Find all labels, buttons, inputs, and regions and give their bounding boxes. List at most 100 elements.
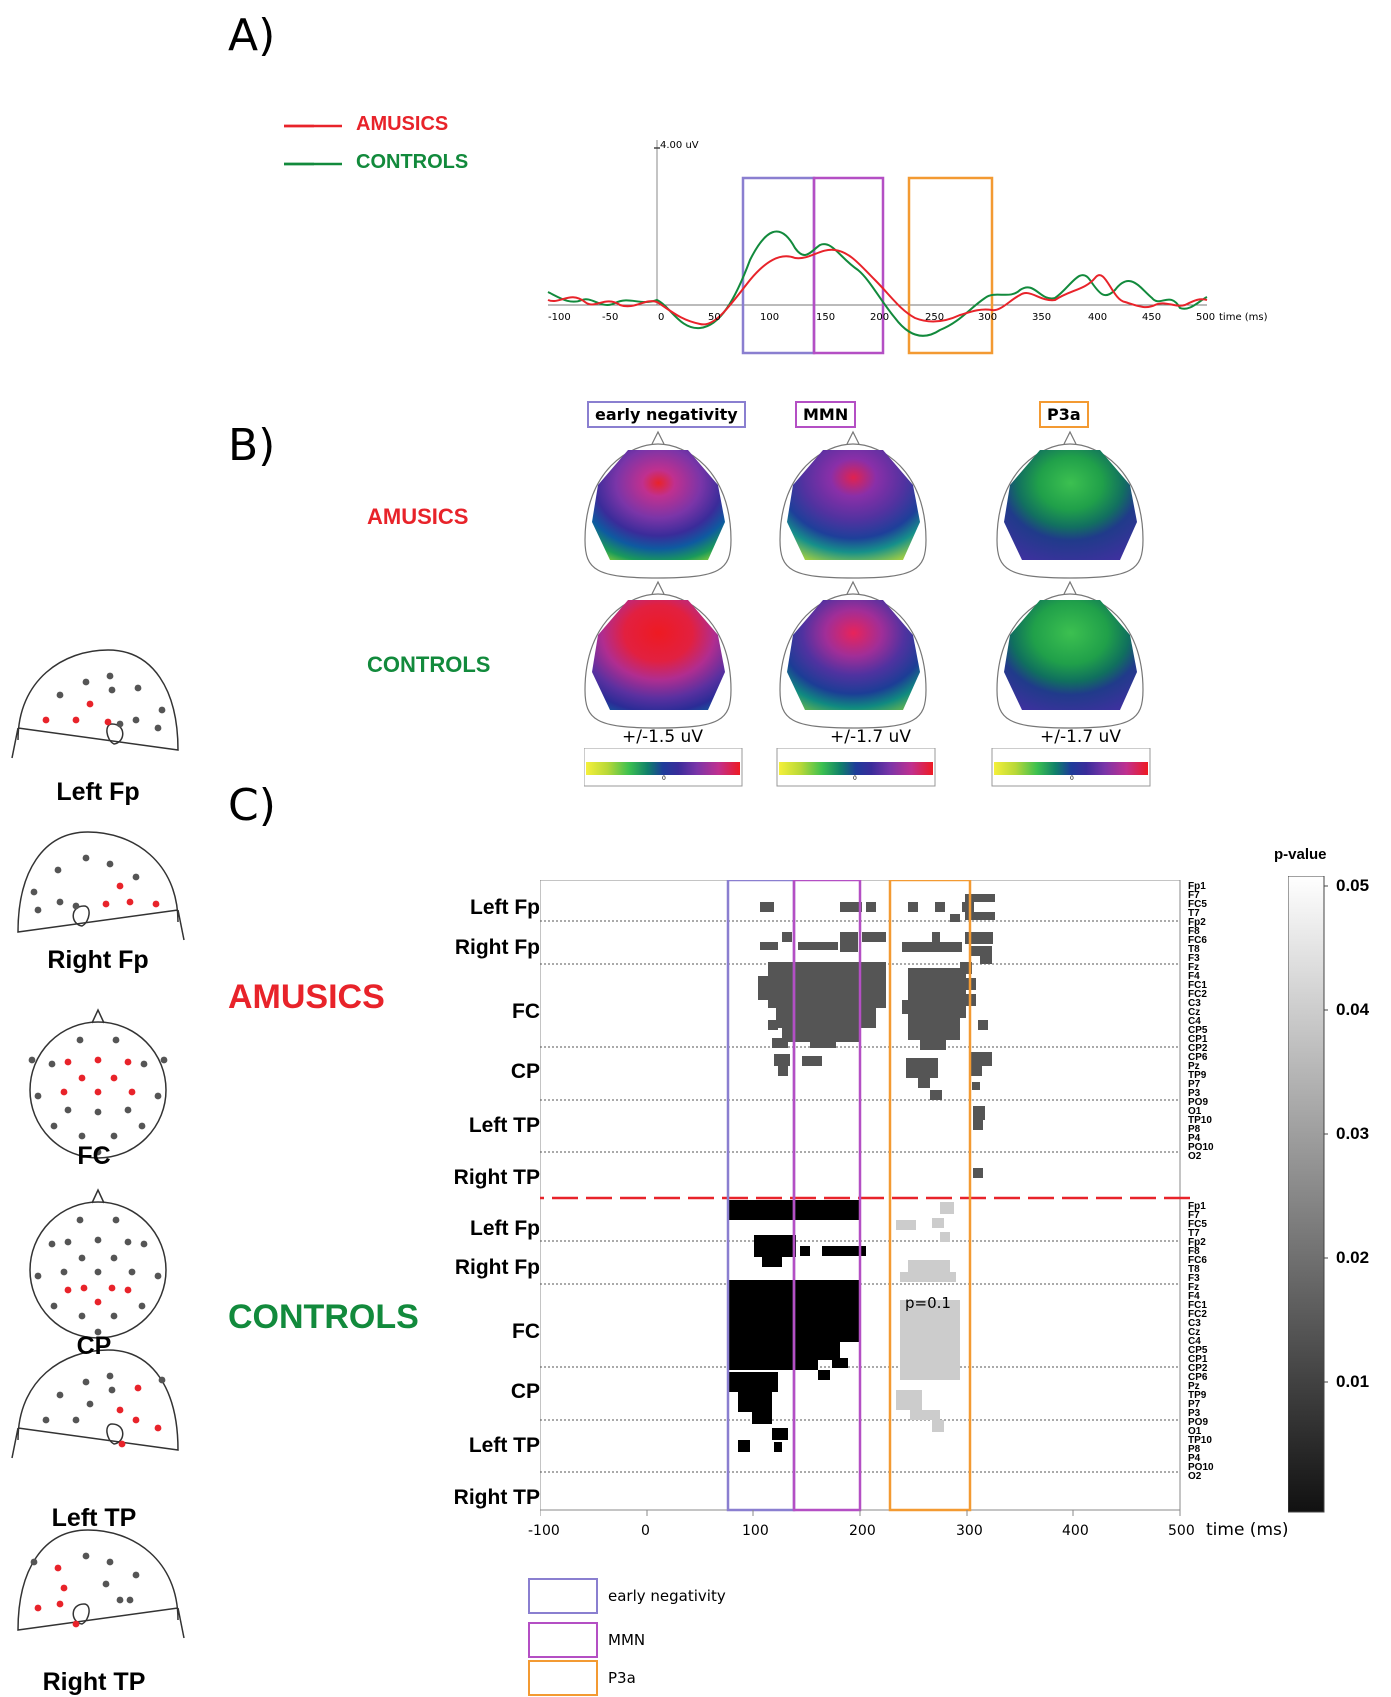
c-ylabel: Left Fp <box>470 896 540 919</box>
wave-amusics <box>547 248 1208 326</box>
erp-box-p3a <box>907 176 994 355</box>
panel-a-letter: A) <box>228 10 276 61</box>
legend-mmn: MMN <box>608 1631 646 1649</box>
c-ylabel: Left TP <box>468 1114 540 1137</box>
topomap-controls-early <box>584 580 732 729</box>
scale-p3a: +/-1.7 uV <box>1040 727 1121 747</box>
c-x-unit: time (ms) <box>1206 1520 1289 1540</box>
head-label: Left Fp <box>56 778 140 806</box>
erp-box-mmn <box>812 176 885 355</box>
legend-p3a: P3a <box>608 1669 636 1687</box>
c-box-mmn <box>792 880 862 1512</box>
colorbar-zero: 0 <box>853 775 857 782</box>
c-xtick: 0 <box>641 1523 650 1539</box>
legend-line-svg <box>284 124 342 166</box>
amusics-significance <box>758 894 995 1178</box>
colorbar-mmn <box>776 748 936 787</box>
c-xtick: 200 <box>849 1523 876 1539</box>
head-label: CP <box>76 1332 112 1360</box>
c-ylabel: Right TP <box>453 1486 540 1509</box>
legend-box-mmn <box>528 1622 598 1658</box>
head-label: Left TP <box>51 1504 137 1532</box>
c-ylabel: FC <box>512 1000 540 1023</box>
c-ylabel: Right Fp <box>454 936 540 959</box>
c-ylabel: FC <box>512 1320 540 1343</box>
head-label: FC <box>77 1142 111 1170</box>
p-tick: 0.02 <box>1336 1248 1370 1267</box>
c-ylabel: Right TP <box>453 1166 540 1189</box>
legend-early-negativity: early negativity <box>608 1587 726 1605</box>
topomap-amusics-mmn <box>779 430 927 579</box>
c-xtick: 400 <box>1062 1523 1089 1539</box>
c-xtick: 500 <box>1168 1523 1195 1539</box>
c-box-p3a <box>888 880 972 1512</box>
label-p3a: P3a <box>1039 401 1089 428</box>
panel-c-letter: C) <box>228 780 276 831</box>
erp-x-ticks: -100 -50 0 50 100 150 200 250 300 350 40… <box>548 312 1288 328</box>
p-tick: 0.01 <box>1336 1372 1370 1391</box>
erp-tick: 50 <box>708 312 721 323</box>
erp-amp-label: 4.00 uV <box>660 140 699 151</box>
head-diagrams <box>11 649 185 1639</box>
p-tick: 0.03 <box>1336 1124 1370 1143</box>
p-colorbar <box>1288 876 1328 1513</box>
topomap-controls-mmn <box>779 580 927 729</box>
erp-x-unit: time (ms) <box>1219 312 1268 323</box>
electrode-labels-controls: Fp1 F7 FC5 T7 Fp2 F8 FC6 T8 F3 Fz F4 FC1 FC2 C3 Cz C4… <box>1188 1201 1214 1482</box>
wave-controls <box>547 230 1208 337</box>
erp-tick: 450 <box>1142 312 1162 323</box>
topomaps <box>584 430 1144 729</box>
colorbar-p3a <box>991 748 1151 787</box>
erp-tick: 250 <box>925 312 945 323</box>
c-controls-label: CONTROLS <box>228 1298 419 1336</box>
topo-colorbars <box>584 748 1151 787</box>
c-xtick: 300 <box>956 1523 983 1539</box>
controls-trend <box>896 1202 960 1432</box>
electrode-labels-amusics: Fp1 F7 FC5 T7 Fp2 F8 FC6 T8 F3 Fz F4 FC1 FC2 C3 Cz C4… <box>1188 881 1214 1162</box>
legend-box-p3a <box>528 1660 598 1696</box>
p-tick: 0.04 <box>1336 1000 1370 1019</box>
legend-box-early-negativity <box>528 1578 598 1614</box>
erp-tick: 200 <box>870 312 890 323</box>
erp-tick: 150 <box>816 312 836 323</box>
colorbar-zero: 0 <box>1070 775 1074 782</box>
c-xtick: -100 <box>528 1523 560 1539</box>
erp-tick: 300 <box>978 312 998 323</box>
erp-tick: -100 <box>548 312 571 323</box>
erp-tick: -50 <box>602 312 619 323</box>
head-cp <box>29 1188 167 1339</box>
erp-tick: 0 <box>658 312 665 323</box>
topomap-amusics-p3a <box>996 430 1144 579</box>
head-left-fp <box>11 649 179 759</box>
legend-amusics-label: AMUSICS <box>356 113 449 135</box>
erp-chart <box>547 140 1208 355</box>
head-label: Right TP <box>42 1668 146 1696</box>
p-colorbar-title: p-value <box>1274 846 1327 863</box>
scale-early: +/-1.5 uV <box>622 727 703 747</box>
colorbar-zero: 0 <box>662 775 666 782</box>
b-controls-label: CONTROLS <box>367 652 491 677</box>
legend-controls-label: CONTROLS <box>356 151 469 173</box>
scale-mmn: +/-1.7 uV <box>830 727 911 747</box>
label-mmn: MMN <box>795 401 857 428</box>
b-amusics-label: AMUSICS <box>367 504 469 529</box>
head-label: Right Fp <box>47 946 149 974</box>
erp-tick: 100 <box>760 312 780 323</box>
head-right-fp <box>17 831 185 941</box>
c-ylabel: Left TP <box>468 1434 540 1457</box>
head-right-tp <box>17 1529 185 1639</box>
c-amusics-label: AMUSICS <box>228 978 385 1016</box>
p-value-matrix <box>540 880 1190 1516</box>
head-left-tp <box>11 1349 179 1459</box>
c-ylabel: CP <box>510 1380 540 1403</box>
c-ylabel: Right Fp <box>454 1256 540 1279</box>
erp-tick: 400 <box>1088 312 1108 323</box>
head-fc <box>28 1008 168 1159</box>
colorbar-early <box>584 748 743 787</box>
c-ylabel: Left Fp <box>470 1217 540 1240</box>
panel-b-letter: B) <box>228 420 276 471</box>
topomap-amusics-early <box>584 430 732 579</box>
topomap-controls-p3a <box>996 580 1144 729</box>
erp-tick: 350 <box>1032 312 1052 323</box>
p-tick: 0.05 <box>1336 876 1370 895</box>
